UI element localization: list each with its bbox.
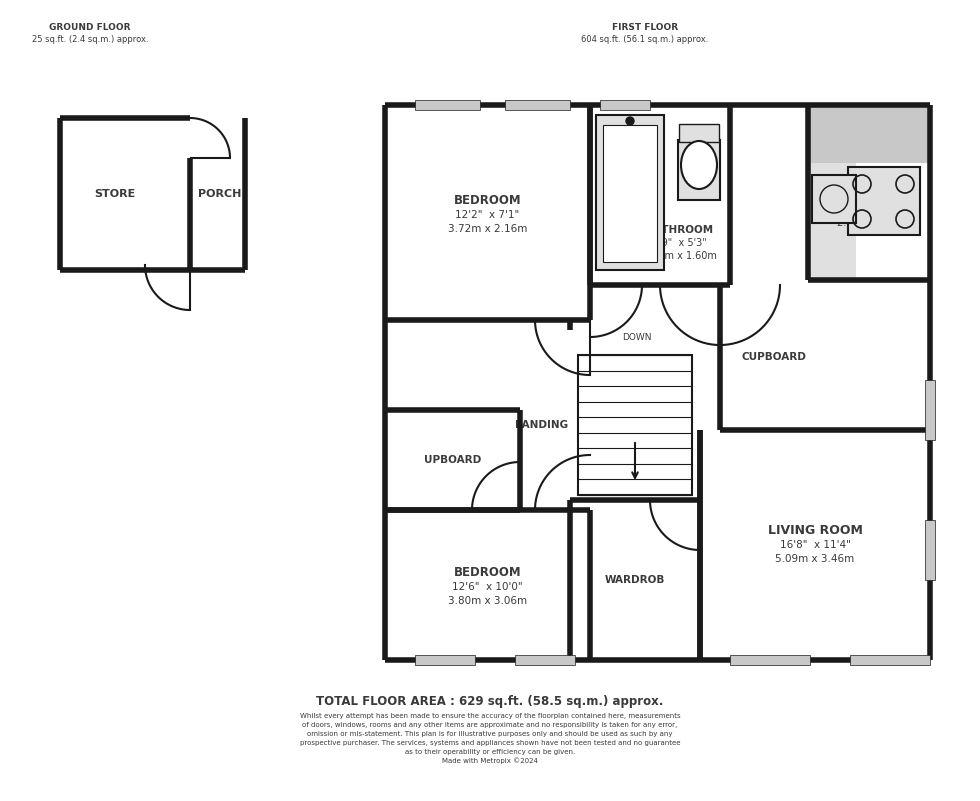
Text: 16'8"  x 11'4": 16'8" x 11'4" xyxy=(779,540,851,550)
Text: BATHROOM: BATHROOM xyxy=(647,225,713,235)
Bar xyxy=(600,100,650,110)
Bar xyxy=(808,163,856,280)
Text: omission or mis-statement. This plan is for illustrative purposes only and shoul: omission or mis-statement. This plan is … xyxy=(308,731,672,737)
Text: BEDROOM: BEDROOM xyxy=(454,194,521,207)
Bar xyxy=(812,175,856,223)
Circle shape xyxy=(626,117,634,125)
Bar xyxy=(808,105,930,163)
Text: UPBOARD: UPBOARD xyxy=(424,455,481,465)
Bar xyxy=(385,105,930,660)
Bar xyxy=(678,140,720,200)
Bar xyxy=(590,105,730,285)
Bar xyxy=(925,520,935,580)
Text: 8'4"  x 7'10": 8'4" x 7'10" xyxy=(844,204,904,215)
Bar xyxy=(850,655,930,665)
Text: FIRST FLOOR: FIRST FLOOR xyxy=(612,23,678,33)
Bar xyxy=(515,655,575,665)
Text: Whilst every attempt has been made to ensure the accuracy of the floorplan conta: Whilst every attempt has been made to en… xyxy=(300,713,680,719)
Text: 604 sq.ft. (56.1 sq.m.) approx.: 604 sq.ft. (56.1 sq.m.) approx. xyxy=(581,34,709,43)
Text: PORCH: PORCH xyxy=(198,189,242,199)
Text: 12'6"  x 10'0": 12'6" x 10'0" xyxy=(452,582,522,592)
Text: KITCHEN: KITCHEN xyxy=(849,191,900,202)
Bar xyxy=(679,124,719,142)
Text: LIVING ROOM: LIVING ROOM xyxy=(767,525,862,537)
Bar xyxy=(415,100,480,110)
Bar xyxy=(848,167,920,235)
Bar xyxy=(578,355,692,495)
Text: Made with Metropix ©2024: Made with Metropix ©2024 xyxy=(442,758,538,764)
Text: 8'9"  x 5'3": 8'9" x 5'3" xyxy=(653,238,707,248)
Text: GROUND FLOOR: GROUND FLOOR xyxy=(49,23,130,33)
Ellipse shape xyxy=(681,141,717,189)
Text: WARDROB: WARDROB xyxy=(605,575,665,585)
Text: TOTAL FLOOR AREA : 629 sq.ft. (58.5 sq.m.) approx.: TOTAL FLOOR AREA : 629 sq.ft. (58.5 sq.m… xyxy=(317,694,663,707)
Bar xyxy=(505,100,570,110)
Bar xyxy=(596,115,664,270)
Text: STORE: STORE xyxy=(94,189,135,199)
Text: LANDING: LANDING xyxy=(514,420,568,430)
Text: 12'2"  x 7'1": 12'2" x 7'1" xyxy=(456,210,519,219)
Text: of doors, windows, rooms and any other items are approximate and no responsibili: of doors, windows, rooms and any other i… xyxy=(303,722,677,728)
Text: as to their operability or efficiency can be given.: as to their operability or efficiency ca… xyxy=(405,749,575,755)
Text: 5.09m x 3.46m: 5.09m x 3.46m xyxy=(775,554,855,564)
Text: BEDROOM: BEDROOM xyxy=(454,566,521,579)
Bar xyxy=(730,655,810,665)
Text: 2.53m x 2.40m: 2.53m x 2.40m xyxy=(837,218,911,227)
Text: 3.80m x 3.06m: 3.80m x 3.06m xyxy=(448,596,527,606)
Bar xyxy=(60,118,245,270)
Bar xyxy=(925,380,935,440)
Text: CUPBOARD: CUPBOARD xyxy=(742,352,807,363)
Text: 3.72m x 2.16m: 3.72m x 2.16m xyxy=(448,223,527,234)
Text: prospective purchaser. The services, systems and appliances shown have not been : prospective purchaser. The services, sys… xyxy=(300,740,680,746)
Text: 25 sq.ft. (2.4 sq.m.) approx.: 25 sq.ft. (2.4 sq.m.) approx. xyxy=(31,34,148,43)
Text: DOWN: DOWN xyxy=(622,333,652,343)
Bar xyxy=(415,655,475,665)
Bar xyxy=(603,125,657,262)
Text: 2.66m x 1.60m: 2.66m x 1.60m xyxy=(643,251,717,261)
